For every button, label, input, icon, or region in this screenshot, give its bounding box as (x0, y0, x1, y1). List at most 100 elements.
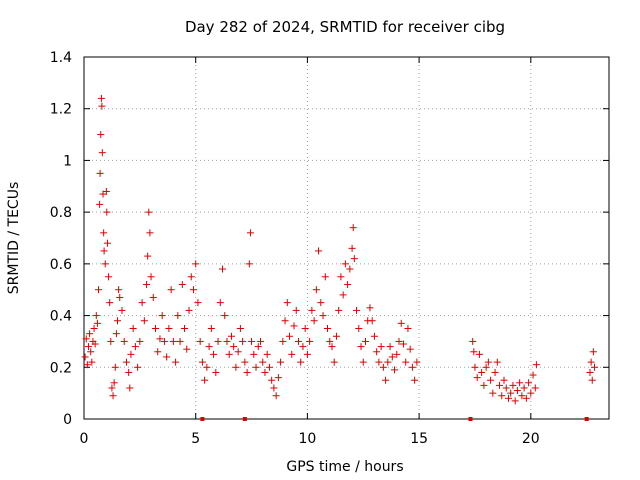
data-point (391, 366, 399, 374)
data-point (97, 94, 105, 102)
data-point (330, 358, 338, 366)
data-point (478, 368, 486, 376)
data-point (279, 337, 287, 345)
data-point (100, 247, 108, 255)
data-point (100, 229, 108, 237)
data-point (151, 325, 159, 332)
data-point (339, 291, 347, 299)
data-point (174, 312, 182, 320)
data-point (84, 343, 92, 351)
data-point (294, 337, 302, 345)
data-point (520, 384, 528, 392)
data-point (413, 358, 421, 366)
data-point (145, 208, 153, 216)
data-point (105, 273, 113, 281)
data-point (290, 322, 298, 330)
data-point (178, 281, 186, 289)
data-point (189, 286, 197, 294)
data-point (108, 384, 116, 392)
data-point (252, 363, 260, 371)
x-axis-label: GPS time / hours (286, 459, 403, 475)
data-point (395, 337, 403, 345)
data-point (212, 368, 220, 376)
data-point (480, 381, 488, 389)
data-point (261, 368, 269, 376)
data-point (274, 374, 282, 382)
data-point (532, 361, 540, 369)
data-point (91, 340, 99, 348)
data-point (140, 317, 148, 325)
data-point (96, 169, 104, 177)
data-point (328, 343, 336, 351)
data-point (111, 363, 119, 371)
data-point (246, 229, 254, 237)
data-point (239, 337, 247, 345)
data-point (297, 358, 305, 366)
data-point (404, 325, 412, 332)
data-point (489, 389, 497, 397)
data-point (167, 286, 175, 294)
data-point (88, 358, 96, 366)
data-point (192, 260, 200, 268)
data-point (377, 343, 385, 351)
data-point (250, 350, 258, 358)
data-point (236, 325, 244, 332)
data-point (399, 340, 407, 348)
data-point (156, 335, 164, 343)
data-point (198, 358, 206, 366)
data-point (382, 376, 390, 384)
data-point (83, 361, 91, 369)
data-point (281, 317, 289, 325)
data-point (219, 265, 227, 273)
data-point (112, 330, 120, 338)
y-tick-label: 0.6 (50, 257, 72, 273)
data-point (498, 392, 506, 400)
data-point (143, 281, 151, 289)
data-point (149, 293, 157, 301)
data-point (125, 368, 133, 376)
data-point (243, 368, 251, 376)
data-point (286, 332, 294, 340)
data-point (127, 350, 135, 358)
data-point (232, 363, 240, 371)
data-point (504, 394, 512, 402)
data-point (470, 348, 478, 356)
data-point (169, 337, 177, 345)
data-point (344, 281, 352, 289)
x-tick-label: 20 (522, 431, 540, 447)
y-tick-label: 0.2 (50, 360, 72, 376)
data-point (248, 337, 256, 345)
data-point (321, 273, 329, 281)
data-point (194, 299, 202, 307)
data-point (138, 299, 146, 307)
data-point (256, 337, 264, 345)
data-point (221, 312, 229, 320)
data-point (227, 332, 235, 340)
gap-marker (468, 417, 473, 421)
data-point (122, 358, 130, 366)
data-point (205, 343, 213, 351)
y-tick-label: 0.4 (50, 309, 72, 325)
data-point (350, 255, 358, 263)
data-point (312, 286, 320, 294)
data-point (109, 392, 117, 400)
data-point (207, 325, 215, 332)
data-point (107, 337, 115, 345)
data-point (529, 371, 537, 379)
gap-marker (200, 417, 205, 421)
gap-marker (242, 417, 247, 421)
y-tick-label: 0 (63, 412, 72, 428)
data-point (144, 252, 152, 260)
data-point (341, 260, 349, 268)
gap-markers (200, 417, 589, 421)
data-point (172, 358, 180, 366)
data-point (98, 102, 106, 110)
data-point (379, 363, 387, 371)
y-tick-label: 1.2 (50, 102, 72, 118)
data-point (103, 239, 111, 247)
data-series (81, 94, 598, 405)
data-point (288, 350, 296, 358)
data-point (527, 389, 535, 397)
data-point (335, 306, 343, 314)
data-point (120, 337, 128, 345)
